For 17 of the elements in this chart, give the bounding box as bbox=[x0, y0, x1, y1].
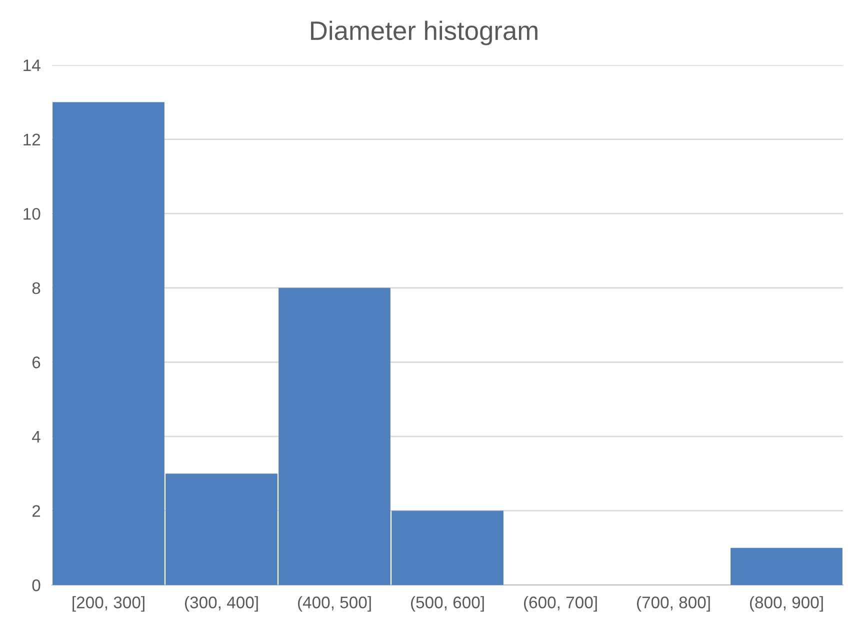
y-tick-label: 6 bbox=[32, 356, 40, 368]
bar bbox=[730, 548, 842, 585]
x-tick-label: (700, 800] bbox=[637, 596, 710, 612]
x-tick-label: (300, 400] bbox=[185, 596, 258, 612]
y-tick-label: 4 bbox=[32, 431, 40, 442]
x-tick-label: [200, 300] bbox=[72, 596, 144, 612]
y-tick-label: 14 bbox=[24, 60, 40, 72]
y-tick-label: 8 bbox=[32, 282, 40, 294]
x-tick-label: (800, 900] bbox=[750, 596, 823, 612]
y-tick-label: 0 bbox=[32, 579, 40, 592]
y-tick-label: 12 bbox=[24, 134, 40, 146]
chart-title: Diameter histogram bbox=[311, 20, 538, 46]
y-tick-label: 10 bbox=[24, 208, 40, 220]
y-tick-label: 2 bbox=[32, 505, 40, 517]
x-tick-label: (400, 500] bbox=[298, 596, 371, 612]
x-tick-label: (500, 600] bbox=[411, 596, 484, 612]
x-tick-label: (600, 700] bbox=[524, 596, 597, 612]
